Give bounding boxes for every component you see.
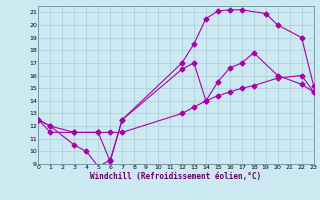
X-axis label: Windchill (Refroidissement éolien,°C): Windchill (Refroidissement éolien,°C) — [91, 172, 261, 181]
